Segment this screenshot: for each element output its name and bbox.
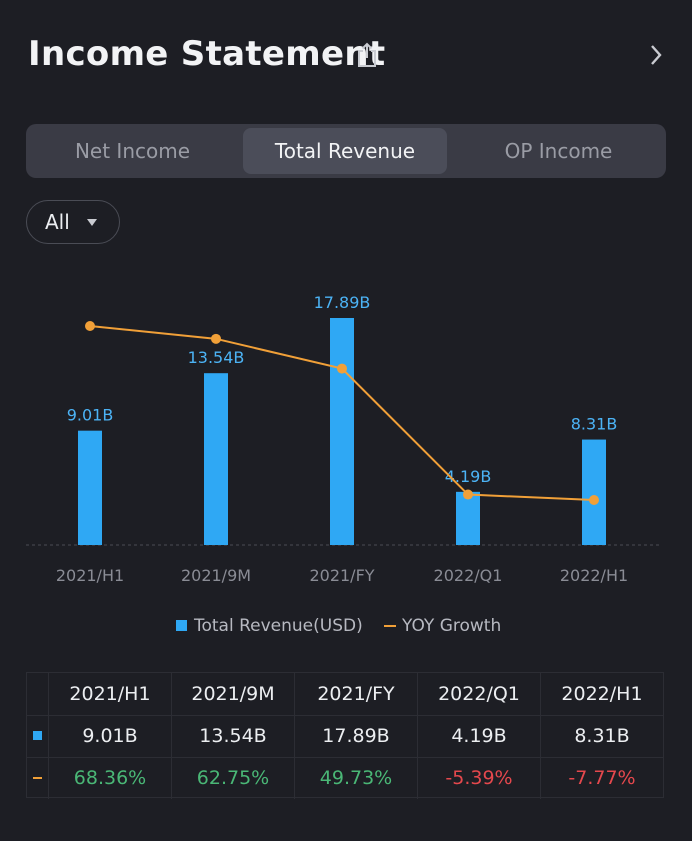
yoy-growth-point: [211, 333, 221, 344]
legend-yoy-label: YOY Growth: [402, 616, 502, 636]
revenue-row-marker: [27, 715, 49, 757]
table-cell: -7.77%: [568, 767, 636, 789]
header: Income Statement: [28, 30, 664, 86]
chevron-right-icon[interactable]: [646, 42, 666, 68]
yoy-growth-point: [85, 321, 95, 331]
filter-label: All: [45, 210, 70, 234]
yoy-growth-point: [589, 495, 599, 505]
legend-item-yoy[interactable]: YOY Growth: [384, 614, 501, 638]
table-header-cell: 2021/FY: [295, 673, 418, 715]
table-cell: 8.31B: [574, 725, 630, 747]
tab-net-income[interactable]: Net Income: [74, 139, 191, 163]
x-tick-label: 2021/FY: [309, 566, 374, 585]
period-filter-dropdown[interactable]: All: [26, 200, 120, 244]
data-table: 2021/H1 2021/9M 2021/FY 2022/Q1 2022/H1 …: [26, 672, 664, 799]
bar-value-label: 9.01B: [67, 406, 114, 425]
legend-bar-swatch: [176, 620, 187, 631]
tab-op-income[interactable]: OP Income: [504, 139, 613, 163]
table-cell: 4.19B: [418, 715, 541, 757]
bar-value-label: 4.19B: [445, 467, 492, 486]
legend-item-revenue[interactable]: Total Revenue(USD): [176, 614, 363, 638]
table-cell: 9.01B: [49, 715, 172, 757]
bar-value-label: 8.31B: [571, 415, 618, 434]
chart-legend: Total Revenue(USD) YOY Growth: [0, 614, 692, 638]
x-tick-label: 2021/9M: [181, 566, 251, 585]
table-header-cell: 2021/H1: [49, 673, 172, 715]
bar-value-label: 17.89B: [314, 293, 371, 312]
revenue-bar: [204, 373, 228, 545]
table-cell: 17.89B: [295, 715, 418, 757]
table-header-row: 2021/H1 2021/9M 2021/FY 2022/Q1 2022/H1: [27, 673, 663, 716]
table-header-cell: 2022/Q1: [418, 673, 541, 715]
revenue-bar: [456, 491, 480, 545]
caret-down-icon: [87, 219, 97, 226]
table-header-cell: 2022/H1: [561, 683, 643, 705]
line-marker-icon: [33, 777, 42, 779]
table-cell: 62.75%: [172, 757, 295, 799]
revenue-bar: [330, 318, 354, 545]
table-cell: 49.73%: [295, 757, 418, 799]
revenue-chart: 9.01B 2021/H1 13.54B 2021/9M 17.89B 2021/FY 4.…: [26, 293, 660, 585]
bar-value-label: 13.54B: [188, 348, 245, 367]
table-row-revenue: 9.01B 13.54B 17.89B 4.19B 8.31B: [27, 715, 663, 758]
legend-revenue-label: Total Revenue(USD): [194, 616, 363, 636]
table-corner-cell: [27, 673, 49, 715]
table-cell: 68.36%: [49, 757, 172, 799]
yoy-growth-point: [463, 489, 473, 500]
legend-line-swatch: [384, 625, 396, 627]
tab-total-revenue[interactable]: Total Revenue: [243, 128, 447, 174]
growth-row-marker: [27, 757, 49, 799]
table-header-cell: 2021/9M: [172, 673, 295, 715]
x-tick-label: 2021/H1: [56, 566, 124, 585]
share-icon[interactable]: [354, 41, 380, 69]
revenue-bar: [78, 430, 102, 545]
page-title: Income Statement: [28, 34, 386, 74]
revenue-bar: [582, 439, 606, 545]
table-cell: -5.39%: [418, 757, 541, 799]
metric-tabs: Net Income Total Revenue OP Income: [26, 124, 666, 178]
yoy-growth-point: [337, 363, 347, 374]
x-tick-label: 2022/H1: [560, 566, 628, 585]
table-row-growth: 68.36% 62.75% 49.73% -5.39% -7.77%: [27, 757, 663, 799]
x-tick-label: 2022/Q1: [434, 566, 503, 585]
bar-marker-icon: [33, 731, 42, 740]
table-cell: 13.54B: [172, 715, 295, 757]
